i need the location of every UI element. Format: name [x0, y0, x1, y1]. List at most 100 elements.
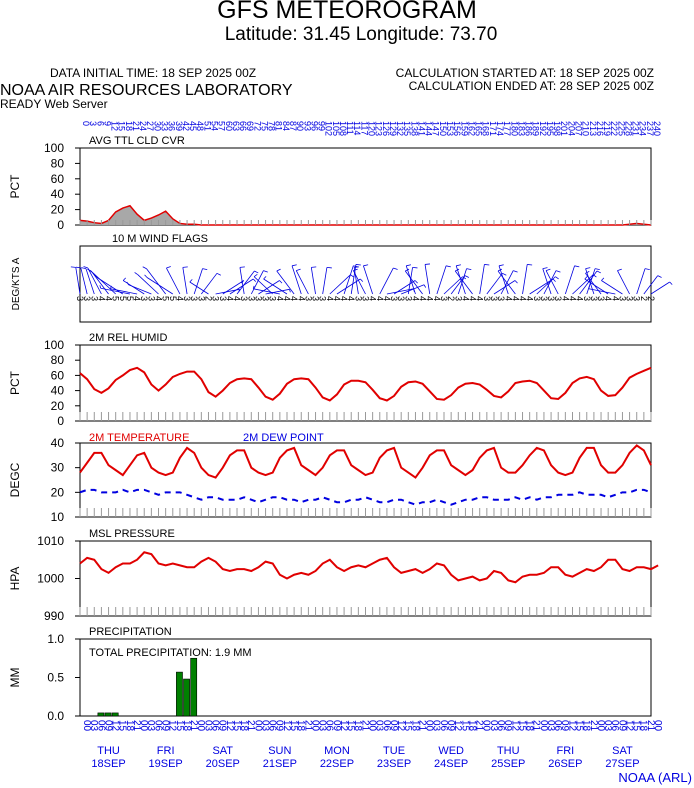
- forecast-hour-label: 114: [352, 121, 362, 135]
- forecast-hour-label: 57: [217, 121, 227, 131]
- wind-barb-flag: [585, 271, 590, 274]
- forecast-hour-label: 36: [167, 121, 177, 131]
- wind-speed-label: 3: [303, 296, 313, 301]
- wind-barb: [87, 267, 102, 295]
- chart-title: GFS METEOROGRAM: [217, 0, 477, 24]
- wind-barb-flag: [456, 264, 461, 267]
- wind-barb-flag: [296, 268, 301, 271]
- date-label: 23SEP: [377, 758, 411, 770]
- hour-axis-label: 15: [174, 720, 185, 732]
- wind-barb-flag: [142, 266, 147, 270]
- wind-speed-label: 4: [368, 296, 378, 301]
- pressure-tick-label: 1010: [37, 534, 64, 548]
- data-initial-time: DATA INITIAL TIME: 18 SEP 2025 00Z: [50, 66, 257, 80]
- hour-axis-label: 12: [167, 720, 178, 732]
- wind-speed-label: 3: [532, 296, 542, 301]
- wind-barb: [529, 278, 554, 295]
- wind-barb: [291, 265, 302, 295]
- wind-barb: [479, 264, 485, 295]
- hour-axis-label: 03: [145, 720, 156, 732]
- forecast-hour-label: 102: [324, 121, 334, 136]
- wind-barb-flag: [99, 285, 102, 289]
- wind-barb-flag: [216, 272, 221, 276]
- day-of-week-label: MON: [324, 745, 350, 757]
- hour-axis-label: 06: [209, 720, 220, 732]
- wind-speed-label: 4: [375, 296, 385, 301]
- hour-axis-label: 21: [131, 720, 142, 732]
- forecast-hour-label: 99: [317, 121, 327, 131]
- wind-barb: [404, 270, 423, 295]
- day-of-week-label: FRI: [157, 745, 175, 757]
- wind-barb-flag: [202, 268, 208, 271]
- pressure-line: [79, 551, 659, 584]
- wind-speed-label: 4: [410, 296, 420, 301]
- cloud-cover-tick-label: 60: [51, 172, 65, 186]
- forecast-hour-label: 84: [281, 121, 291, 131]
- forecast-hour-label: 87: [288, 121, 298, 131]
- wind-barb-flag: [644, 268, 650, 271]
- hour-axis-label: 21: [245, 720, 256, 732]
- wind-barb-flag: [75, 266, 81, 269]
- wind-barb-flag: [254, 270, 259, 274]
- forecast-hour-label: 192: [538, 121, 548, 136]
- wind-barb: [436, 265, 447, 295]
- hour-axis-label: 00: [538, 720, 549, 732]
- calculation-started: CALCULATION STARTED AT: 18 SEP 2025 00Z: [395, 66, 654, 80]
- wind-barb: [352, 270, 366, 295]
- forecast-hour-label: 177: [502, 121, 512, 136]
- forecast-hour-label: 219: [602, 121, 612, 136]
- temperature-ylabel: DEGC: [8, 462, 22, 497]
- hour-axis-label: 18: [466, 720, 477, 732]
- wind-speed-label: 2: [639, 296, 649, 301]
- wind-barb-flag: [484, 264, 490, 266]
- pressure-frame: [79, 540, 652, 617]
- wind-speed-label: 4: [468, 296, 478, 301]
- calculation-ended: CALCULATION ENDED AT: 28 SEP 2025 00Z: [408, 79, 654, 93]
- forecast-hour-label: 75: [259, 121, 269, 131]
- wind-barb: [258, 280, 280, 295]
- location-subtitle: Latitude: 31.45 Longitude: 73.70: [224, 24, 498, 45]
- hour-axis-label: 06: [552, 720, 563, 732]
- forecast-hour-label: 63: [231, 121, 241, 131]
- hour-axis-label: 00: [252, 720, 263, 732]
- cloud-cover-ylabel: PCT: [8, 174, 22, 199]
- wind-barb-flag: [182, 266, 188, 268]
- wind-speed-label: 3: [632, 296, 642, 301]
- forecast-hour-label: 162: [466, 121, 476, 136]
- forecast-hour-label: 153: [445, 121, 455, 136]
- hour-axis-label: 18: [409, 720, 420, 732]
- hour-axis-label: 15: [573, 720, 584, 732]
- day-of-week-label: WED: [438, 745, 464, 757]
- forecast-hour-label: 201: [559, 121, 569, 136]
- wind-barb-flag: [446, 265, 451, 268]
- wind-barb-flag: [498, 264, 504, 267]
- hour-axis-label: 18: [524, 720, 535, 732]
- hour-axis-label: 21: [588, 720, 599, 732]
- day-of-week-label: THU: [497, 745, 520, 757]
- precip-ylabel: MM: [8, 668, 22, 688]
- wind-barb-flag: [83, 266, 89, 269]
- wind-barb: [253, 276, 273, 295]
- forecast-hour-label: 66: [238, 121, 248, 131]
- wind-speed-label: 3: [496, 296, 506, 301]
- wind-speed-label: 5: [111, 296, 121, 301]
- hour-axis-label: 03: [488, 720, 499, 732]
- pressure-title: MSL PRESSURE: [89, 528, 175, 540]
- wind-barb-flag: [423, 284, 427, 288]
- wind-barb-flag: [594, 268, 600, 271]
- wind-speed-label: 4: [432, 296, 442, 301]
- wind-barb-flag: [70, 266, 76, 268]
- forecast-hour-label: 141: [416, 121, 426, 136]
- wind-speed-label: 4: [96, 296, 106, 301]
- wind-speed-label: 3: [311, 296, 321, 301]
- wind-barb: [329, 274, 351, 295]
- wind-barb-flag: [134, 272, 139, 276]
- wind-barb-flag: [289, 289, 291, 293]
- hour-axis-label: 06: [438, 720, 449, 732]
- wind-barb-flag: [94, 274, 98, 278]
- wind-barb: [137, 274, 159, 295]
- hour-axis-label: 09: [388, 720, 399, 732]
- forecast-hour-label: 204: [566, 121, 576, 136]
- temperature-line: [79, 444, 652, 479]
- precip-bar: [97, 712, 105, 717]
